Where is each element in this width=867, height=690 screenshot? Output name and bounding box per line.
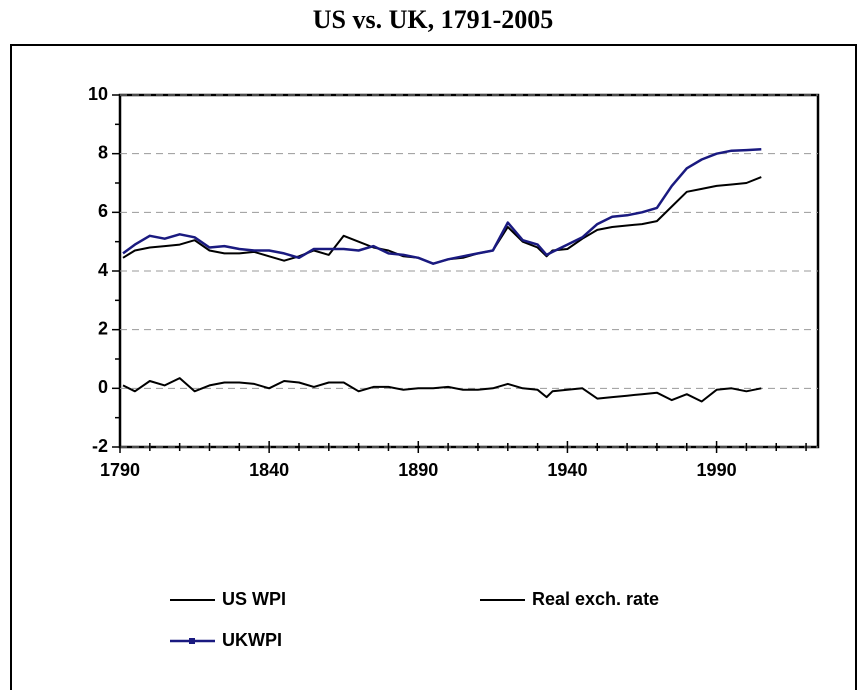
- series-line: [122, 176, 762, 265]
- y-tick-label: 8: [98, 142, 108, 162]
- legend-label: Real exch. rate: [532, 589, 659, 609]
- x-tick-label: 1940: [547, 460, 587, 480]
- x-tick-label: 1990: [697, 460, 737, 480]
- legend-label: US WPI: [222, 589, 286, 609]
- y-tick-label: 4: [98, 260, 108, 280]
- x-tick-label: 1890: [398, 460, 438, 480]
- y-tick-label: 2: [98, 318, 108, 338]
- y-tick-label: 6: [98, 201, 108, 221]
- legend-label: UKWPI: [222, 630, 282, 650]
- outer-frame: [10, 44, 857, 690]
- y-tick-label: 10: [88, 84, 108, 104]
- y-tick-label: 0: [98, 377, 108, 397]
- x-tick-label: 1840: [249, 460, 289, 480]
- chart-title: US vs. UK, 1791-2005: [313, 5, 554, 34]
- y-tick-label: -2: [92, 436, 108, 456]
- series-line: [122, 148, 762, 265]
- legend-marker: [189, 638, 195, 644]
- x-tick-label: 1790: [100, 460, 140, 480]
- series-line: [122, 377, 762, 403]
